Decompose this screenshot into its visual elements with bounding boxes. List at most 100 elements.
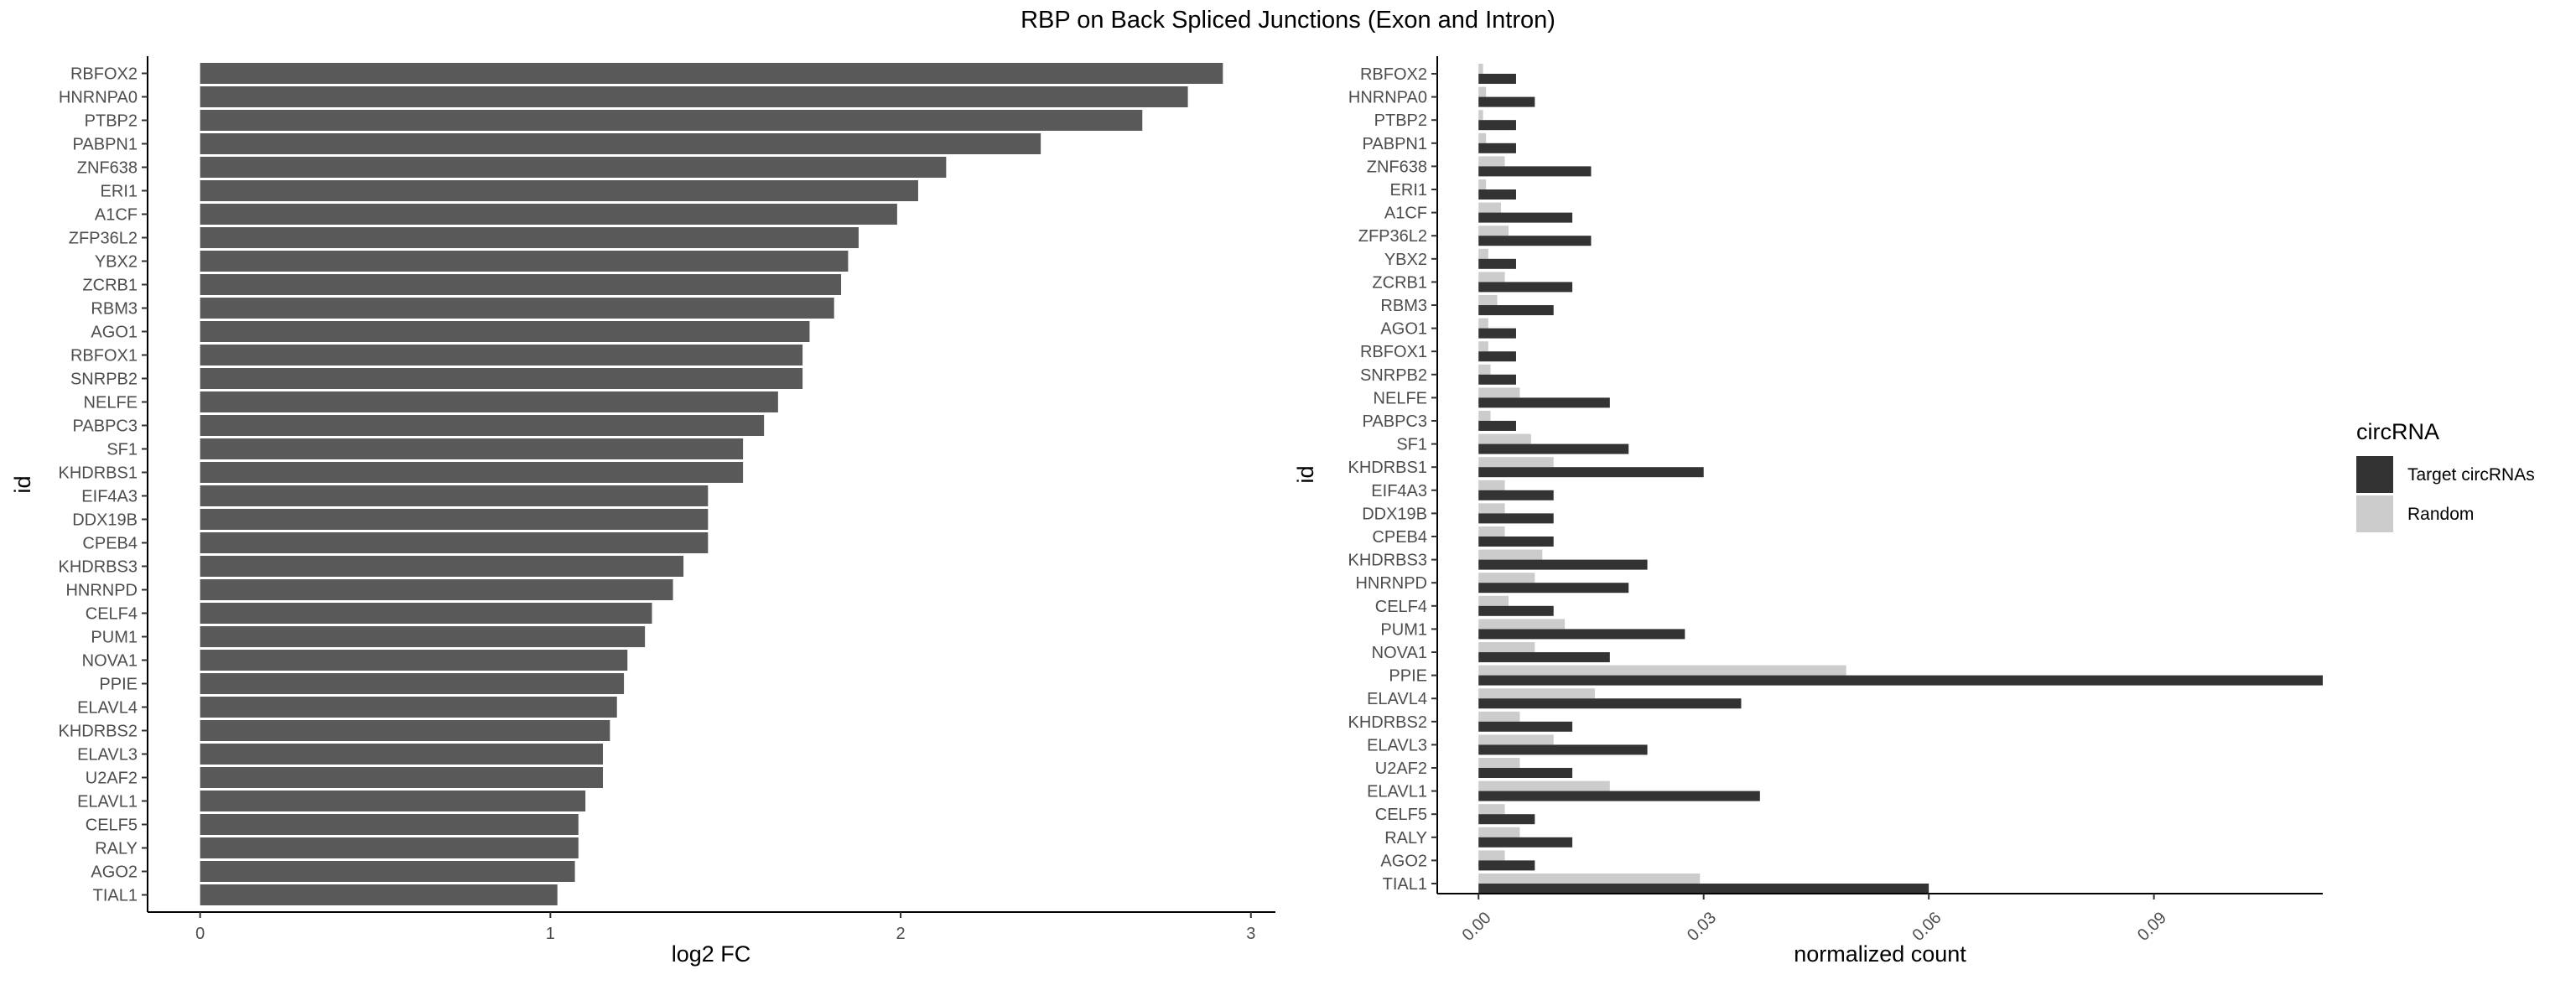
- legend-label-random: Random: [2407, 505, 2474, 524]
- log2fc-y-tick-label-snrpb2: SNRPB2: [70, 371, 138, 389]
- target-bar-elavl4: [1478, 698, 1742, 709]
- random-bar-hnrnpd: [1478, 573, 1535, 583]
- normalized-count-y-tick-label-elavl1: ELAVL1: [1367, 783, 1427, 801]
- normalized-count-y-tick-label-raly: RALY: [1384, 829, 1427, 848]
- target-bar-elavl3: [1478, 744, 1648, 755]
- log2fc-bar-zcrb1: [200, 274, 842, 295]
- log2fc-x-ticks: 0 1 2 3: [195, 912, 1255, 943]
- normalized-count-y-tick-label-u2af2: U2AF2: [1375, 759, 1427, 778]
- normalized-count-y-tick-label-ddx19b: DDX19B: [1362, 505, 1427, 523]
- random-bar-pabpn1: [1478, 132, 1487, 143]
- normalized-count-x-ticks: 0.00 0.03 0.06 0.09: [1459, 894, 2170, 945]
- target-bar-eif4a3: [1478, 490, 1554, 500]
- normalized-count-y-tick-label-celf4: CELF4: [1375, 598, 1427, 616]
- normalized-count-y-tick-label-pabpc3: PABPC3: [1363, 412, 1427, 431]
- normalized-count-y-tick-label-pabpn1: PABPN1: [1363, 135, 1427, 153]
- log2fc-y-tick-label-ago1: AGO1: [91, 324, 138, 342]
- log2fc-y-tick-label-pabpc3: PABPC3: [73, 417, 138, 436]
- random-bar-nova1: [1478, 642, 1535, 652]
- log2fc-y-ticks: RBFOX2 HNRNPA0 PTBP2 PABPN1 ZNF638 ERI1 A1CF ZF…: [59, 65, 148, 905]
- log2fc-bar-khdrbs1: [200, 462, 744, 483]
- log2fc-bar-hnrnpa0: [200, 86, 1188, 107]
- log2fc-y-tick-label-hnrnpa0: HNRNPA0: [59, 89, 138, 107]
- target-bar-pabpn1: [1478, 143, 1516, 153]
- log2fc-y-tick-label-ptbp2: PTBP2: [85, 112, 138, 131]
- log2fc-bar-ptbp2: [200, 110, 1143, 131]
- log2fc-bar-ddx19b: [200, 509, 709, 530]
- target-bar-snrpb2: [1478, 374, 1516, 385]
- random-bar-rbm3: [1478, 295, 1498, 305]
- normalized-count-y-tick-label-rbfox2: RBFOX2: [1360, 65, 1427, 84]
- log2fc-bar-nova1: [200, 650, 628, 671]
- log2fc-bar-tial1: [200, 884, 558, 905]
- log2fc-x-tick-label: 2: [896, 925, 905, 943]
- random-bar-snrpb2: [1478, 364, 1491, 375]
- log2fc-bar-eif4a3: [200, 485, 709, 506]
- normalized-count-y-tick-label-snrpb2: SNRPB2: [1360, 366, 1427, 385]
- log2fc-x-tick-label: 3: [1246, 925, 1255, 943]
- target-bar-ago2: [1478, 860, 1535, 871]
- normalized-count-y-tick-label-elavl4: ELAVL4: [1367, 690, 1427, 708]
- random-bar-ptbp2: [1478, 110, 1483, 121]
- normalized-count-y-tick-label-a1cf: A1CF: [1384, 205, 1427, 223]
- log2fc-bar-snrpb2: [200, 368, 803, 389]
- log2fc-y-axis-label: id: [10, 475, 35, 493]
- target-bar-ago1: [1478, 328, 1516, 339]
- normalized-count-y-tick-label-zfp36l2: ZFP36L2: [1358, 227, 1427, 246]
- normalized-count-y-tick-label-ago1: AGO1: [1380, 320, 1427, 339]
- target-bar-sf1: [1478, 443, 1629, 454]
- log2fc-bar-raly: [200, 837, 579, 858]
- random-bar-hnrnpa0: [1478, 86, 1487, 97]
- random-bar-pabpc3: [1478, 411, 1491, 421]
- normalized-count-bars: [1478, 64, 2323, 894]
- target-bar-nelfe: [1478, 397, 1610, 408]
- target-bar-hnrnpd: [1478, 583, 1629, 594]
- normalized-count-y-tick-label-zcrb1: ZCRB1: [1372, 273, 1427, 292]
- log2fc-x-tick-label: 1: [546, 925, 555, 943]
- normalized-count-y-tick-label-ptbp2: PTBP2: [1374, 111, 1427, 130]
- random-bar-ago2: [1478, 850, 1505, 861]
- log2fc-bar-elavl1: [200, 791, 586, 811]
- target-bar-ddx19b: [1478, 513, 1554, 524]
- normalized-count-y-tick-label-ppie: PPIE: [1389, 667, 1427, 686]
- log2fc-bar-nelfe: [200, 391, 778, 412]
- log2fc-y-tick-label-ppie: PPIE: [99, 676, 138, 694]
- random-bar-cpeb4: [1478, 526, 1505, 537]
- log2fc-bar-cpeb4: [200, 532, 709, 553]
- target-bar-zfp36l2: [1478, 236, 1592, 246]
- log2fc-bar-rbm3: [200, 298, 834, 319]
- normalized-count-y-tick-label-ago2: AGO2: [1380, 852, 1427, 870]
- normalized-count-y-tick-label-eif4a3: EIF4A3: [1371, 482, 1427, 500]
- log2fc-y-tick-label-elavl1: ELAVL1: [77, 793, 138, 811]
- log2fc-bar-rbfox2: [200, 63, 1223, 84]
- legend-swatch-random: [2356, 495, 2393, 532]
- random-bar-a1cf: [1478, 202, 1502, 213]
- log2fc-bar-ago2: [200, 861, 575, 882]
- target-bar-rbm3: [1478, 305, 1554, 315]
- log2fc-bar-sf1: [200, 438, 744, 459]
- target-bar-elavl1: [1478, 791, 1760, 801]
- target-bar-khdrbs3: [1478, 559, 1648, 570]
- random-bar-khdrbs3: [1478, 549, 1543, 560]
- target-bar-nova1: [1478, 652, 1610, 662]
- log2fc-y-tick-label-elavl3: ELAVL3: [77, 746, 138, 765]
- log2fc-y-tick-label-hnrnpd: HNRNPD: [65, 582, 138, 600]
- random-bar-pum1: [1478, 619, 1566, 630]
- normalized-count-x-tick-label: 0.06: [1909, 909, 1945, 945]
- log2fc-bar-znf638: [200, 157, 947, 178]
- log2fc-y-tick-label-ddx19b: DDX19B: [72, 511, 138, 530]
- normalized-count-y-tick-label-rbfox1: RBFOX1: [1360, 343, 1427, 361]
- random-bar-celf5: [1478, 804, 1505, 815]
- target-bar-khdrbs1: [1478, 467, 1704, 478]
- log2fc-y-tick-label-tial1: TIAL1: [93, 887, 138, 905]
- random-bar-khdrbs2: [1478, 711, 1520, 722]
- normalized-count-y-tick-label-znf638: ZNF638: [1367, 158, 1427, 176]
- log2fc-bar-a1cf: [200, 204, 897, 225]
- normalized-count-y-tick-label-eri1: ERI1: [1390, 181, 1427, 200]
- log2fc-bar-pum1: [200, 626, 646, 647]
- log2fc-y-tick-label-raly: RALY: [95, 840, 138, 858]
- log2fc-bar-elavl3: [200, 744, 604, 765]
- normalized-count-y-tick-label-celf5: CELF5: [1375, 806, 1427, 824]
- log2fc-bar-khdrbs3: [200, 556, 684, 577]
